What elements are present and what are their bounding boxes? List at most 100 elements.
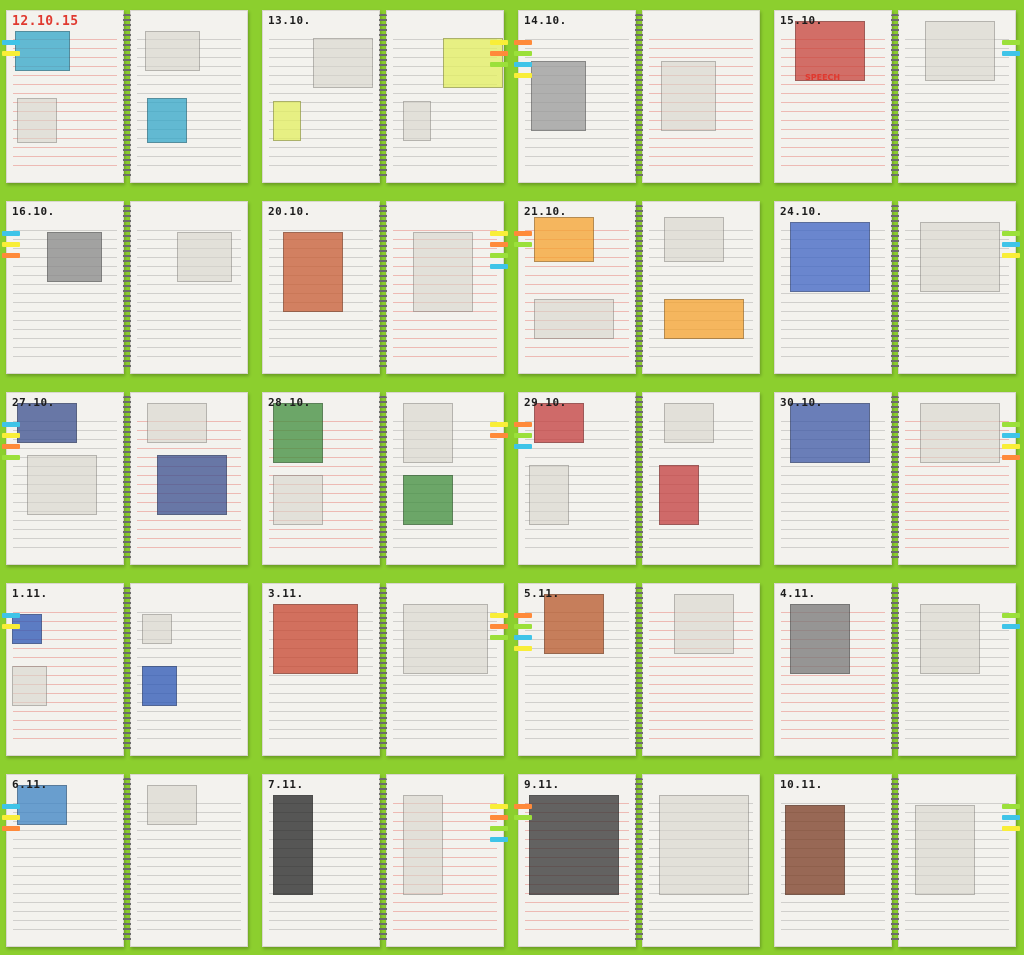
open-sketchbook: 16.10. bbox=[2, 201, 248, 374]
open-sketchbook: 10.11. bbox=[774, 774, 1020, 947]
sketchbook-spread: 15.10. SPEECH bbox=[768, 0, 1024, 191]
sticky-tab bbox=[1002, 51, 1020, 56]
sticky-tab bbox=[514, 40, 532, 45]
drawing-sketch bbox=[790, 604, 850, 674]
sticky-tab bbox=[490, 40, 508, 45]
sticky-tab bbox=[2, 433, 20, 438]
right-page bbox=[130, 201, 248, 374]
drawing-sketch bbox=[534, 299, 614, 339]
spiral-binding bbox=[891, 14, 899, 179]
sticky-tab bbox=[2, 613, 20, 618]
sticky-tab bbox=[2, 455, 20, 460]
left-page: 27.10. bbox=[6, 392, 124, 565]
sticky-tab bbox=[490, 51, 508, 56]
left-page: 7.11. bbox=[262, 774, 380, 947]
open-sketchbook: 1.11. bbox=[2, 583, 248, 756]
left-page: 30.10. bbox=[774, 392, 892, 565]
sticky-tab bbox=[1002, 613, 1020, 618]
page-date: 7.11. bbox=[268, 778, 304, 791]
sketchbook-spread: 4.11. bbox=[768, 573, 1024, 764]
open-sketchbook: 24.10. bbox=[774, 201, 1020, 374]
spiral-binding bbox=[379, 205, 387, 370]
open-sketchbook: 13.10. bbox=[262, 10, 508, 183]
spiral-binding bbox=[123, 14, 131, 179]
sticky-tab bbox=[1002, 242, 1020, 247]
open-sketchbook: 30.10. bbox=[774, 392, 1020, 565]
drawing-sketch bbox=[403, 604, 488, 674]
drawing-sketch bbox=[413, 232, 473, 312]
right-page bbox=[898, 392, 1016, 565]
sticky-tab bbox=[490, 613, 508, 618]
sticky-tab bbox=[514, 62, 532, 67]
sticky-tab bbox=[514, 51, 532, 56]
right-page bbox=[642, 774, 760, 947]
sticky-tab bbox=[2, 444, 20, 449]
sticky-tab bbox=[490, 422, 508, 427]
drawing-sketch bbox=[273, 604, 358, 674]
sticky-tab bbox=[2, 231, 20, 236]
sticky-tab bbox=[490, 804, 508, 809]
drawing-sketch bbox=[674, 594, 734, 654]
spiral-binding bbox=[379, 778, 387, 943]
drawing-sketch bbox=[403, 101, 431, 141]
page-date: 20.10. bbox=[268, 205, 311, 218]
sketchbook-spread: 29.10. bbox=[512, 382, 768, 573]
sketchbook-spread: 10.11. bbox=[768, 764, 1024, 955]
left-page: 6.11. bbox=[6, 774, 124, 947]
drawing-sketch bbox=[544, 594, 604, 654]
sticky-tab bbox=[2, 40, 20, 45]
sticky-tab bbox=[490, 433, 508, 438]
sticky-tab bbox=[1002, 826, 1020, 831]
page-date: 9.11. bbox=[524, 778, 560, 791]
drawing-sketch bbox=[790, 403, 870, 463]
page-date: 3.11. bbox=[268, 587, 304, 600]
open-sketchbook: 9.11. bbox=[514, 774, 760, 947]
drawing-sketch bbox=[17, 785, 67, 825]
left-page: 21.10. bbox=[518, 201, 636, 374]
sticky-tab bbox=[1002, 422, 1020, 427]
spiral-binding bbox=[635, 14, 643, 179]
sticky-tab bbox=[490, 242, 508, 247]
drawing-sketch bbox=[283, 232, 343, 312]
right-page bbox=[130, 392, 248, 565]
drawing-sketch bbox=[920, 403, 1000, 463]
drawing-sketch bbox=[661, 61, 716, 131]
sketchbook-spread: 1.11. bbox=[0, 573, 256, 764]
spiral-binding bbox=[891, 396, 899, 561]
right-page bbox=[130, 774, 248, 947]
drawing-sketch bbox=[795, 21, 865, 81]
spiral-binding bbox=[123, 396, 131, 561]
sketchbook-spread: 30.10. bbox=[768, 382, 1024, 573]
page-date: 24.10. bbox=[780, 205, 823, 218]
sticky-tab bbox=[490, 635, 508, 640]
sticky-tab bbox=[2, 253, 20, 258]
page-date: 21.10. bbox=[524, 205, 567, 218]
sketchbook-spread: 14.10. bbox=[512, 0, 768, 191]
drawing-sketch bbox=[15, 31, 70, 71]
drawing-sketch bbox=[27, 455, 97, 515]
spiral-binding bbox=[891, 778, 899, 943]
drawing-sketch bbox=[12, 614, 42, 644]
sticky-tab bbox=[514, 444, 532, 449]
page-date: 30.10. bbox=[780, 396, 823, 409]
open-sketchbook: 6.11. bbox=[2, 774, 248, 947]
sketchbook-spread: 3.11. bbox=[256, 573, 512, 764]
sticky-tab bbox=[1002, 624, 1020, 629]
sticky-tab bbox=[514, 231, 532, 236]
spiral-binding bbox=[635, 396, 643, 561]
open-sketchbook: 3.11. bbox=[262, 583, 508, 756]
open-sketchbook: 15.10. SPEECH bbox=[774, 10, 1020, 183]
left-page: 12.10.15 bbox=[6, 10, 124, 183]
drawing-sketch bbox=[664, 299, 744, 339]
open-sketchbook: 20.10. bbox=[262, 201, 508, 374]
drawing-sketch bbox=[790, 222, 870, 292]
sticky-tab bbox=[490, 62, 508, 67]
drawing-sketch bbox=[531, 61, 586, 131]
page-date: 14.10. bbox=[524, 14, 567, 27]
drawing-sketch bbox=[17, 403, 77, 443]
sticky-tab bbox=[1002, 815, 1020, 820]
sketch-caption: SPEECH bbox=[805, 73, 841, 82]
drawing-sketch bbox=[177, 232, 232, 282]
drawing-sketch bbox=[147, 403, 207, 443]
